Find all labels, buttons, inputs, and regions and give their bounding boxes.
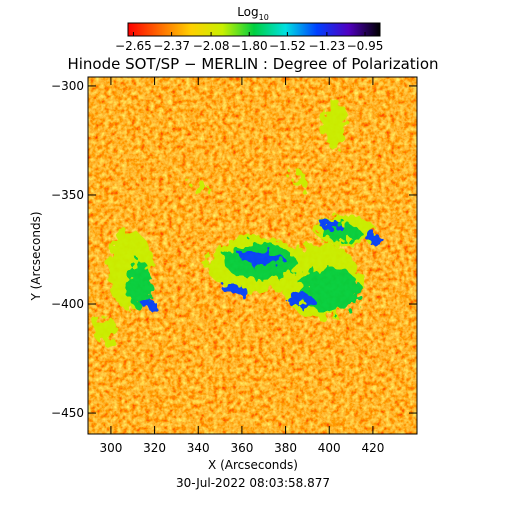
colorbar-tick-label: −1.23 xyxy=(308,39,345,53)
colorbar-tick-label: −0.95 xyxy=(347,39,384,53)
y-tick-label: −450 xyxy=(51,406,84,420)
x-tick-label: 340 xyxy=(187,441,210,455)
colorbar-label: Log10 xyxy=(237,5,269,22)
colorbar-tick-label: −2.37 xyxy=(153,39,190,53)
polarization-image xyxy=(88,77,417,434)
y-axis-label: Y (Arcseconds) xyxy=(29,211,43,301)
x-tick-label: 420 xyxy=(361,441,384,455)
x-axis-label: X (Arcseconds) xyxy=(208,458,298,472)
x-tick-label: 320 xyxy=(143,441,166,455)
y-tick-label: −350 xyxy=(51,188,84,202)
x-tick-label: 400 xyxy=(318,441,341,455)
colorbar-tick-label: −1.80 xyxy=(231,39,268,53)
colorbar xyxy=(127,22,381,37)
y-tick-label: −300 xyxy=(51,79,84,93)
x-tick-label: 360 xyxy=(230,441,253,455)
colorbar-tick-label: −2.65 xyxy=(115,39,152,53)
plot-frame xyxy=(87,76,418,435)
y-tick-label: −400 xyxy=(51,297,84,311)
date-label: 30-Jul-2022 08:03:58.877 xyxy=(176,476,330,490)
colorbar-tick-label: −1.52 xyxy=(269,39,306,53)
x-tick-label: 300 xyxy=(99,441,122,455)
chart-title: Hinode SOT/SP − MERLIN : Degree of Polar… xyxy=(67,55,438,73)
colorbar-tick-label: −2.08 xyxy=(193,39,230,53)
x-tick-label: 380 xyxy=(274,441,297,455)
